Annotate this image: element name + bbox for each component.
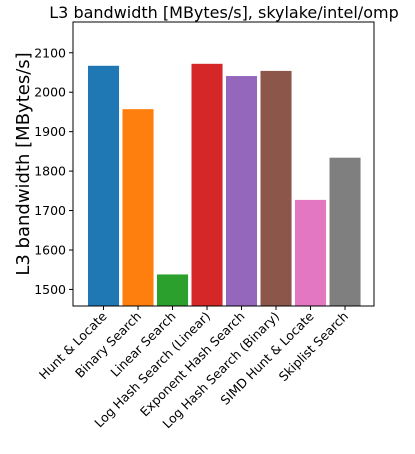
plot-frame — [72, 21, 375, 307]
y-tick-label: 1900 — [34, 124, 66, 139]
bar — [329, 157, 361, 306]
bar — [122, 109, 154, 306]
y-tick-label: 1700 — [34, 203, 66, 218]
y-tick-label: 2100 — [34, 45, 66, 60]
y-tick-label: 1800 — [34, 164, 66, 179]
bar — [88, 65, 120, 307]
y-axis-label: L3 bandwidth [MBytes/s] — [13, 52, 34, 275]
bar — [157, 274, 189, 306]
bars-group — [88, 63, 361, 307]
y-tick-label: 1500 — [34, 282, 66, 297]
chart-title: L3 bandwidth [MBytes/s], skylake/intel/o… — [49, 3, 398, 22]
bar — [260, 70, 292, 307]
bar — [295, 199, 327, 306]
bar — [226, 76, 258, 307]
y-tick-label: 2000 — [34, 85, 66, 100]
y-axis-ticks: 1500 1600 1700 1800 1900 2000 2100 — [34, 45, 73, 297]
y-tick-label: 1600 — [34, 242, 66, 257]
bar — [191, 63, 223, 306]
